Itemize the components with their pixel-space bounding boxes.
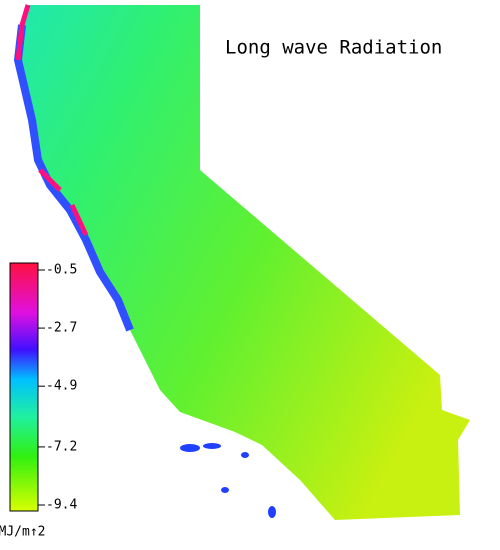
colorbar [9,262,39,512]
islands [180,443,276,518]
land [18,5,470,520]
tick-label: -0.5 [46,263,77,278]
map-title: Long wave Radiation [225,37,442,59]
colorbar-ticks: -0.5 -2.7 -4.9 -7.2 -9.4 [38,263,77,513]
coast-high [14,24,134,332]
tick-label: -7.2 [46,439,77,454]
coast-peak [15,4,89,237]
tick-label: -2.7 [46,321,77,336]
tick-label: -4.9 [46,379,77,394]
tick-label: -9.4 [46,498,77,513]
colorbar-unit: MJ/m↑2 [0,525,45,540]
